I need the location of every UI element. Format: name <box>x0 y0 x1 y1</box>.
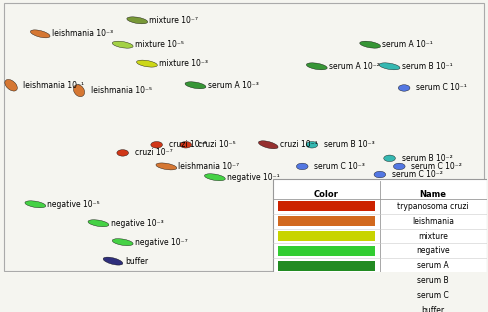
Text: serum A: serum A <box>417 261 449 270</box>
Circle shape <box>393 163 405 170</box>
Text: cruzi 10⁻¹: cruzi 10⁻¹ <box>281 140 318 149</box>
Ellipse shape <box>5 80 18 91</box>
Ellipse shape <box>137 60 157 67</box>
Ellipse shape <box>112 239 133 246</box>
Bar <box>278 231 375 241</box>
Ellipse shape <box>204 174 225 181</box>
Text: serum A 10⁻¹: serum A 10⁻¹ <box>382 40 433 49</box>
Circle shape <box>151 142 163 148</box>
Text: negative 10⁻³: negative 10⁻³ <box>111 219 163 228</box>
Bar <box>278 275 375 286</box>
Text: leishmania 10⁻⁷: leishmania 10⁻⁷ <box>179 162 240 171</box>
Bar <box>278 261 375 271</box>
Text: Name: Name <box>420 190 447 199</box>
Text: negative 10⁻⁷: negative 10⁻⁷ <box>135 238 187 247</box>
Ellipse shape <box>379 63 400 70</box>
Ellipse shape <box>259 141 278 149</box>
Text: serum B 10⁻²: serum B 10⁻² <box>402 154 452 163</box>
Text: leishmania 10⁻³: leishmania 10⁻³ <box>52 29 114 38</box>
Text: negative 10⁻¹: negative 10⁻¹ <box>227 173 280 182</box>
Text: serum B: serum B <box>417 276 449 285</box>
Text: cruzi 10⁻⁷: cruzi 10⁻⁷ <box>135 149 172 157</box>
Text: serum C 10⁻²: serum C 10⁻² <box>411 162 462 171</box>
Circle shape <box>180 142 192 148</box>
Ellipse shape <box>88 220 109 227</box>
Ellipse shape <box>127 17 148 24</box>
Bar <box>278 201 375 212</box>
Ellipse shape <box>25 201 46 208</box>
Text: serum A 10⁻³: serum A 10⁻³ <box>207 81 259 90</box>
Ellipse shape <box>112 41 133 48</box>
Text: leishmania 10⁻¹: leishmania 10⁻¹ <box>23 81 84 90</box>
Text: serum C 10⁻²: serum C 10⁻² <box>392 170 443 179</box>
Text: serum B 10⁻¹: serum B 10⁻¹ <box>402 62 452 71</box>
Text: serum A 10⁻²: serum A 10⁻² <box>329 62 380 71</box>
Text: Color: Color <box>314 190 339 199</box>
Bar <box>278 216 375 226</box>
Text: leishmania: leishmania <box>412 217 454 226</box>
Text: serum B 10⁻³: serum B 10⁻³ <box>324 140 375 149</box>
Text: cruzi 10⁻⁵: cruzi 10⁻⁵ <box>198 140 236 149</box>
Bar <box>278 290 375 301</box>
Ellipse shape <box>103 257 123 265</box>
Circle shape <box>384 155 395 162</box>
Text: serum C: serum C <box>417 291 449 300</box>
Text: buffer: buffer <box>125 256 148 266</box>
Text: trypanosoma cruzi: trypanosoma cruzi <box>397 202 469 211</box>
Text: negative 10⁻⁵: negative 10⁻⁵ <box>47 200 100 209</box>
Text: mixture 10⁻³: mixture 10⁻³ <box>159 59 208 68</box>
Circle shape <box>398 85 410 91</box>
Text: mixture 10⁻⁷: mixture 10⁻⁷ <box>149 16 198 25</box>
Circle shape <box>117 150 128 156</box>
Text: serum C 10⁻³: serum C 10⁻³ <box>314 162 365 171</box>
Ellipse shape <box>156 163 177 170</box>
Ellipse shape <box>360 41 381 48</box>
Bar <box>278 246 375 256</box>
Text: mixture 10⁻⁵: mixture 10⁻⁵ <box>135 40 184 49</box>
Text: negative: negative <box>416 246 450 256</box>
Text: leishmania 10⁻⁵: leishmania 10⁻⁵ <box>91 86 152 95</box>
Text: cruzi 10⁻³: cruzi 10⁻³ <box>169 140 206 149</box>
Text: buffer: buffer <box>422 306 445 312</box>
Ellipse shape <box>30 30 50 38</box>
Ellipse shape <box>306 63 327 70</box>
Text: mixture: mixture <box>418 232 448 241</box>
Circle shape <box>374 171 386 178</box>
FancyBboxPatch shape <box>273 178 487 312</box>
Circle shape <box>306 142 318 148</box>
Text: serum C 10⁻¹: serum C 10⁻¹ <box>416 84 467 92</box>
Ellipse shape <box>185 82 206 89</box>
Circle shape <box>296 163 308 170</box>
Bar <box>278 305 375 312</box>
Ellipse shape <box>73 85 84 97</box>
